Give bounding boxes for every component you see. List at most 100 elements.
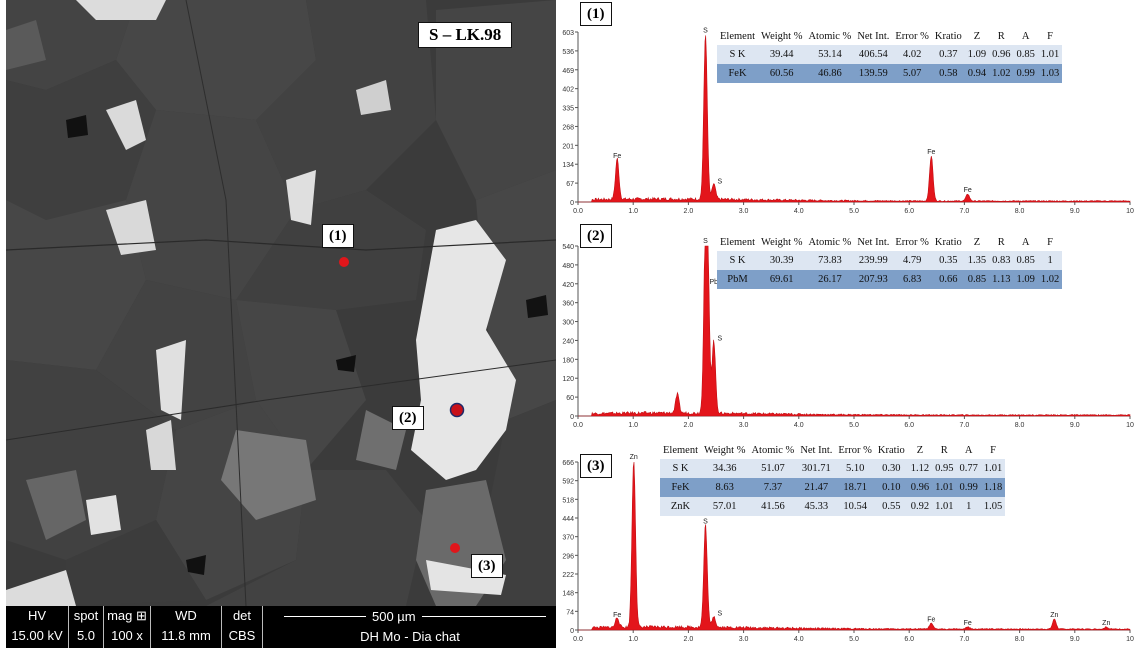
y-tick-label: 335 [562,106,574,113]
x-tick-label: 5.0 [849,636,859,643]
databar-spot-header: spot [73,608,99,623]
result-table-1: Element Weight % Atomic % Net Int. Error % Kr… [717,28,1063,83]
table-cell: 1.01 [1037,45,1063,64]
table-cell: 1.01 [980,459,1006,478]
y-tick-label: 0 [570,200,574,207]
result-table-2: Element Weight % Atomic % Net Int. Error % Kr… [717,234,1063,289]
table-cell: 1.09 [964,45,990,64]
table-cell: ZnK [660,497,701,516]
table-header-cell: Element [720,31,755,42]
x-tick-label: 7.0 [960,208,970,215]
table-cell: 1.09 [1013,270,1038,289]
peak-label: Zn [630,454,638,461]
table-cell: 1.35 [964,251,990,270]
peak-label: S [703,238,708,245]
table-header-row: Element Weight % Atomic % Net Int. Error % Kr… [717,28,1062,45]
databar-spot: spot 5.0 [69,606,104,648]
table-cell: 0.85 [1013,251,1038,270]
y-tick-label: 300 [562,320,574,327]
y-tick-label: 444 [562,516,574,523]
point-label-2: (2) [392,406,424,430]
table-cell: 1.05 [980,497,1006,516]
table-row: S K 39.44 53.14 406.54 4.02 0.37 1.09 0.96 0.85 1… [717,45,1063,64]
table-header-row: Element Weight % Atomic % Net Int. Error % Kr… [717,234,1062,251]
x-tick-label: 5.0 [849,208,859,215]
table-cell: 207.93 [854,270,893,289]
table-cell: 0.94 [964,64,990,83]
table-cell: 1.18 [980,478,1006,497]
x-tick-label: 1.0 [628,422,638,429]
y-tick-label: 518 [562,497,574,504]
analysis-point-2 [449,402,465,418]
result-table-3: Element Weight % Atomic % Net Int. Error % Kr… [660,442,1006,516]
y-tick-label: 0 [570,414,574,421]
table-cell: 60.56 [758,64,806,83]
eds-panel-1: 603 536 469 402 335 268 201 134 67 0 0.0 1.0 2.0 3.0 4… [562,0,1136,220]
panel-label-3: (3) [580,454,612,478]
x-tick-label: 6.0 [904,636,914,643]
table-cell: 0.10 [874,478,908,497]
analysis-point-1 [339,257,349,267]
table-cell: 1.02 [989,64,1014,83]
sample-title: S – LK.98 [418,22,513,48]
table-header-cell: Net Int. [800,445,833,456]
table-row: FeK 60.56 46.86 139.59 5.07 0.58 0.94 1.02 0.99 1… [717,64,1063,83]
table-cell: 0.85 [964,270,990,289]
eds-spectrum-3: 666 592 518 444 370 296 222 148 74 00.0 1.0 2.0 3.0 4… [562,454,1134,643]
y-tick-label: 296 [562,553,574,560]
table-cell: 73.83 [805,251,855,270]
sem-data-bar: HV 15.00 kV spot 5.0 mag ⊞ 100 x WD 11.8… [6,606,556,648]
y-tick-label: 536 [562,49,574,56]
x-tick-label: 10 [1126,636,1134,643]
x-tick-label: 6.0 [904,208,914,215]
x-tick-label: 8.0 [1015,636,1025,643]
x-tick-label: 9.0 [1070,422,1080,429]
table-header-cell: Atomic % [751,445,795,456]
table-cell: S K [717,45,758,64]
table-cell: 0.77 [956,459,981,478]
sem-image [6,0,556,606]
table-header-cell: Weight % [704,445,746,456]
databar-spot-value: 5.0 [76,628,96,643]
peak-label: S [703,28,708,35]
panel-label-1: (1) [580,2,612,26]
table-header-cell: Net Int. [857,31,890,42]
databar-wd-value: 11.8 mm [161,628,211,643]
x-tick-label: 4.0 [794,636,804,643]
table-cell: 4.79 [892,251,932,270]
x-tick-label: 3.0 [739,422,749,429]
y-tick-label: 201 [562,143,574,150]
y-tick-label: 592 [562,479,574,486]
table-cell: 4.02 [892,45,932,64]
table-header-cell: R [997,237,1005,248]
table-cell: 0.35 [931,251,965,270]
table-cell: 0.66 [931,270,965,289]
table-header-cell: Atomic % [808,237,852,248]
table-header-cell: Element [720,237,755,248]
databar-hv: HV 15.00 kV [6,606,69,648]
table-cell: S K [660,459,701,478]
table-cell: 239.99 [854,251,893,270]
y-tick-label: 268 [562,124,574,131]
table-cell: 0.96 [989,45,1014,64]
table-header-cell: F [990,445,996,456]
spectrum-series [578,461,1131,631]
x-tick-label: 6.0 [904,422,914,429]
x-tick-label: 10 [1126,208,1134,215]
x-tick-label: 0.0 [573,636,583,643]
table-cell: 1.03 [1037,64,1063,83]
table-cell: 0.99 [1013,64,1038,83]
table-header-cell: Element [663,445,698,456]
eds-spectrum-1: 603 536 469 402 335 268 201 134 67 00.0 1.0 2.0 3.0 4… [562,28,1134,215]
table-cell: 301.71 [797,459,836,478]
y-tick-label: 60 [566,395,574,402]
table-cell: 21.47 [797,478,836,497]
table-cell: 0.96 [907,478,933,497]
table-header-cell: A [1021,31,1030,42]
y-tick-label: 222 [562,572,574,579]
table-header-cell: Z [916,445,924,456]
panel-label-2: (2) [580,224,612,248]
databar-mag-value: 100 x [111,628,143,643]
table-cell: 406.54 [854,45,893,64]
x-tick-label: 8.0 [1015,208,1025,215]
